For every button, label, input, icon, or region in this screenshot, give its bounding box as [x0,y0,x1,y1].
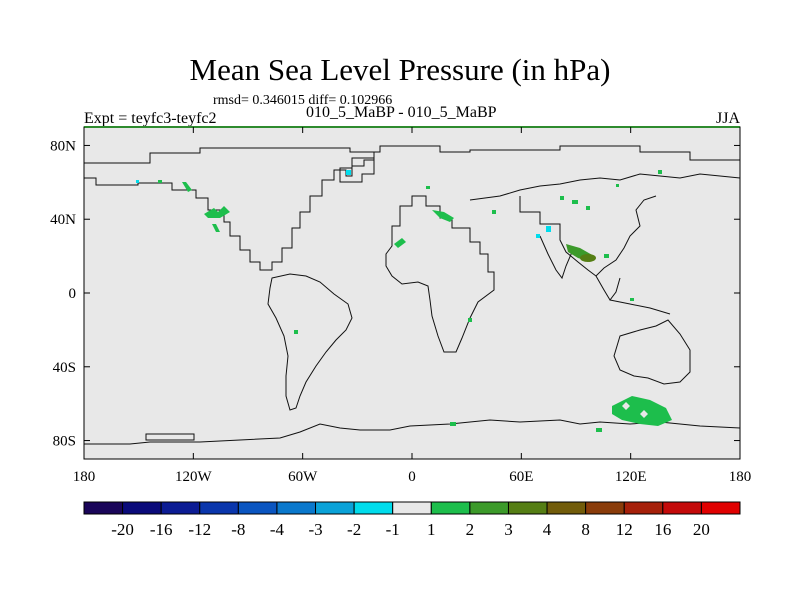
experiment-label: Expt = teyfc3-teyfc2 [84,110,217,127]
colorbar-box-2 [160,501,201,515]
colorbar-box-0 [83,501,124,515]
x-axis: 180 120W 60W 0 60E 120E 180 [73,127,752,485]
colorbar-box-3 [199,501,239,515]
x-tick-label-3: 0 [408,469,416,485]
colorbar-label-7: -1 [386,520,400,539]
experiment-names: 010_5_MaBP - 010_5_MaBP [306,104,497,121]
colorbar-label-8: 1 [427,520,436,539]
colorbar-box-8 [392,501,432,515]
coastlines [84,145,741,445]
colorbar-label-14: 16 [654,520,671,539]
y-axis: 80N 40N 0 40S 80S [50,138,740,450]
colorbar: -20 -16 -12 -8 -4 -3 -2 -1 1 2 3 4 8 12 16 20 [83,501,741,539]
x-tick-label-0: 180 [73,469,96,485]
colorbar-box-14 [623,501,664,515]
colorbar-box-15 [662,501,702,515]
colorbar-box-13 [585,501,625,515]
colorbar-box-4 [237,501,278,515]
colorbar-label-11: 4 [543,520,552,539]
x-tick-label-2: 60W [288,469,318,485]
colorbar-label-6: -2 [347,520,361,539]
x-tick-label-4: 60E [509,469,533,485]
colorbar-label-15: 20 [693,520,710,539]
anomaly-fills [136,170,672,432]
y-tick-label-3: 40S [53,360,76,376]
colorbar-label-4: -4 [270,520,285,539]
colorbar-box-7 [353,501,394,515]
colorbar-box-1 [122,501,162,515]
colorbar-label-3: -8 [231,520,245,539]
colorbar-box-6 [315,501,355,515]
y-tick-label-4: 80S [53,434,76,450]
colorbar-label-5: -3 [308,520,322,539]
season-label: JJA [715,110,740,127]
colorbar-box-12 [546,501,587,515]
chart-title: Mean Sea Level Pressure (in hPa) [189,52,611,87]
x-tick-label-5: 120E [615,469,647,485]
colorbar-label-10: 3 [504,520,513,539]
y-tick-label-1: 40N [50,212,76,228]
y-tick-label-2: 0 [69,286,77,302]
colorbar-box-11 [507,501,548,515]
x-tick-label-1: 120W [175,469,213,485]
y-tick-label-0: 80N [50,138,76,154]
colorbar-box-10 [469,501,509,515]
colorbar-label-13: 12 [616,520,633,539]
colorbar-label-9: 2 [466,520,475,539]
x-tick-label-6: 180 [729,469,752,485]
colorbar-box-5 [276,501,317,515]
stats-line: rmsd= 0.346015 diff= 0.102966 [213,93,393,108]
colorbar-label-0: -20 [111,520,134,539]
colorbar-box-16 [700,501,741,515]
colorbar-box-9 [430,501,471,515]
colorbar-label-1: -16 [150,520,173,539]
colorbar-label-12: 8 [581,520,590,539]
colorbar-label-2: -12 [188,520,211,539]
